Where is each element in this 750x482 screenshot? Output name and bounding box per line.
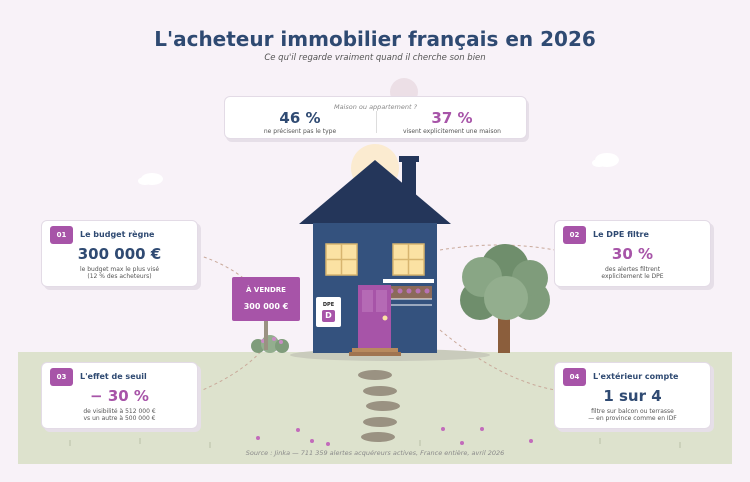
card-desc-line: vs un autre à 500 000 € <box>83 415 156 422</box>
card-desc-line: — en province comme en IDF <box>588 415 677 422</box>
card-outdoor: 04 L'extérieur compte 1 sur 4 filtre sur… <box>554 362 711 429</box>
stat-house: 37 % visent explicitement une maison <box>377 109 527 135</box>
page-title: L'acheteur immobilier français en 2026 <box>154 27 596 51</box>
dpe-label-title: DPE <box>322 302 335 308</box>
card-heading: Le budget règne <box>80 230 155 239</box>
card-number-badge: 02 <box>563 226 586 244</box>
stat-unspecified-value: 46 % <box>279 109 321 127</box>
card-heading: L'effet de seuil <box>80 372 147 381</box>
card-description: de visibilité à 512 000 € vs un autre à … <box>42 408 197 422</box>
card-number-badge: 03 <box>50 368 73 386</box>
card-value: 30 % <box>611 245 654 263</box>
stat-house-value: 37 % <box>431 109 473 127</box>
dpe-label: DPE D <box>316 297 341 327</box>
card-desc-line: de visibilité à 512 000 € <box>83 408 156 415</box>
source-note: Source : Jinka — 711 359 alertes acquére… <box>245 449 505 457</box>
property-type-question: Maison ou appartement ? <box>333 103 418 111</box>
stat-unspecified: 46 % ne précisent pas le type <box>225 109 375 135</box>
dpe-letter-badge: D <box>322 310 335 322</box>
card-threshold: 03 L'effet de seuil − 30 % de visibilité… <box>41 362 198 429</box>
stat-house-label: visent explicitement une maison <box>403 128 501 135</box>
card-value: 1 sur 4 <box>603 387 662 405</box>
card-number-badge: 04 <box>563 368 586 386</box>
card-dpe: 02 Le DPE filtre 30 % des alertes filtre… <box>554 220 711 287</box>
stat-divider <box>376 111 377 133</box>
card-description: le budget max le plus visé (12 % des ach… <box>42 266 197 280</box>
for-sale-sign: À VENDRE 300 000 € <box>232 277 300 321</box>
stat-unspecified-label: ne précisent pas le type <box>263 128 337 135</box>
card-desc-line: (12 % des acheteurs) <box>87 273 152 280</box>
for-sale-sign-label: À VENDRE <box>246 286 286 294</box>
card-desc-line: filtre sur balcon ou terrasse <box>591 408 674 415</box>
page-subtitle: Ce qu'il regarde vraiment quand il cherc… <box>264 53 486 63</box>
property-type-card: Maison ou appartement ? 46 % ne précisen… <box>224 96 527 139</box>
card-value: − 30 % <box>90 387 149 405</box>
card-budget: 01 Le budget règne 300 000 € le budget m… <box>41 220 198 287</box>
card-value: 300 000 € <box>77 245 162 263</box>
card-description: filtre sur balcon ou terrasse — en provi… <box>555 408 710 422</box>
card-desc-line: le budget max le plus visé <box>79 266 160 273</box>
card-heading: Le DPE filtre <box>593 230 649 239</box>
card-desc-line: explicitement le DPE <box>601 273 664 280</box>
for-sale-sign-price: 300 000 € <box>243 302 289 311</box>
card-number-badge: 01 <box>50 226 73 244</box>
card-desc-line: des alertes filtrent <box>604 266 661 273</box>
card-description: des alertes filtrent explicitement le DP… <box>555 266 710 280</box>
card-heading: L'extérieur compte <box>593 372 679 381</box>
